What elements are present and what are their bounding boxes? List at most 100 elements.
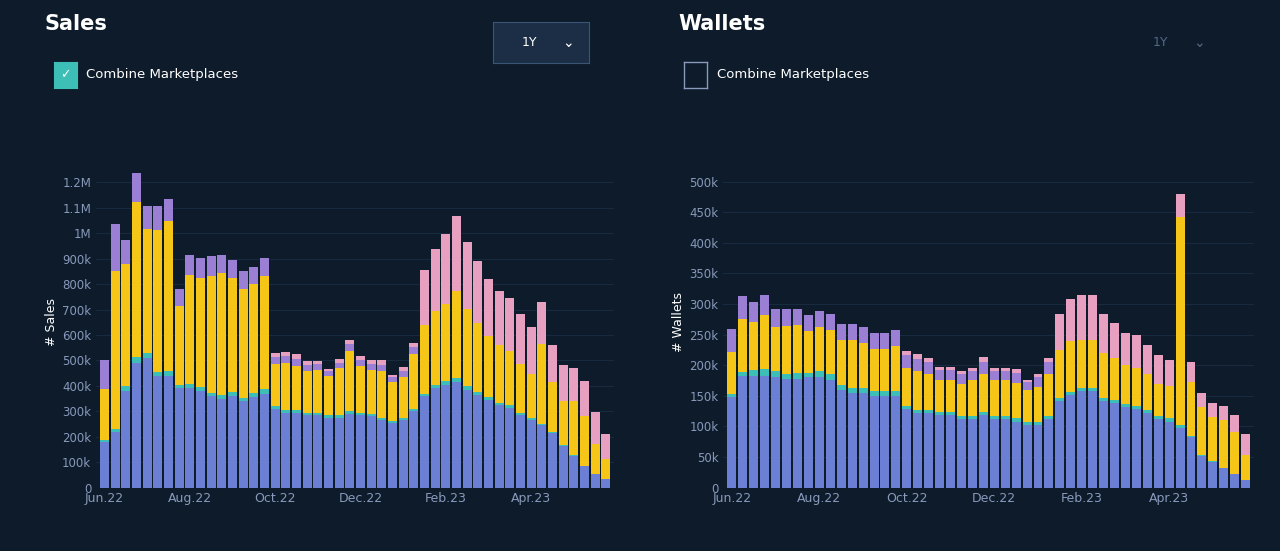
Bar (271, 353, 279, 357)
Bar (760, 315, 769, 369)
Bar (516, 364, 525, 413)
Bar (1175, 428, 1184, 488)
Bar (570, 368, 579, 401)
Bar (495, 405, 503, 488)
Bar (516, 415, 525, 488)
Bar (143, 353, 151, 358)
Bar (122, 264, 131, 386)
Bar (913, 371, 922, 410)
Bar (196, 258, 205, 278)
Bar (979, 412, 988, 415)
Bar (837, 324, 846, 340)
Bar (739, 319, 748, 372)
Bar (1153, 416, 1162, 419)
Bar (570, 456, 579, 488)
Bar (936, 367, 945, 370)
Bar (1088, 340, 1097, 388)
Bar (228, 396, 237, 488)
Bar (989, 371, 998, 381)
Bar (388, 375, 397, 377)
Bar (957, 374, 966, 383)
Bar (1187, 382, 1196, 436)
Bar (869, 396, 878, 488)
Bar (727, 397, 736, 488)
Bar (495, 345, 503, 403)
Bar (431, 249, 439, 311)
Bar (815, 377, 824, 488)
Bar (335, 415, 343, 418)
Bar (1220, 406, 1229, 420)
Bar (538, 344, 547, 424)
Bar (859, 327, 868, 343)
Bar (1198, 455, 1207, 456)
Bar (346, 411, 355, 414)
Bar (452, 216, 461, 291)
Bar (869, 349, 878, 391)
Bar (292, 413, 301, 488)
Bar (570, 401, 579, 456)
Bar (1056, 398, 1065, 401)
Bar (271, 364, 279, 406)
Bar (936, 370, 945, 380)
Bar (881, 391, 890, 396)
Bar (452, 291, 461, 377)
Bar (442, 304, 451, 381)
Bar (946, 412, 955, 415)
Bar (303, 413, 311, 415)
Bar (749, 370, 758, 376)
Bar (1023, 380, 1032, 382)
Bar (794, 309, 803, 325)
Bar (410, 354, 419, 409)
Bar (602, 459, 611, 479)
Bar (1033, 377, 1042, 387)
Bar (239, 398, 247, 401)
Bar (314, 361, 323, 364)
Bar (1230, 415, 1239, 433)
Bar (1066, 341, 1075, 392)
Bar (1121, 407, 1130, 488)
Bar (314, 364, 323, 370)
Bar (1208, 461, 1217, 462)
Bar (1033, 387, 1042, 422)
Bar (591, 444, 599, 473)
Bar (826, 381, 835, 488)
Bar (1033, 374, 1042, 377)
Bar (559, 365, 567, 401)
Bar (1143, 413, 1152, 488)
Bar (1056, 350, 1065, 398)
Bar (902, 351, 911, 355)
Bar (154, 376, 163, 488)
Bar (474, 395, 483, 488)
Bar (760, 376, 769, 488)
Bar (1044, 416, 1053, 419)
Bar (218, 255, 227, 273)
Bar (378, 360, 387, 365)
Bar (815, 371, 824, 377)
Bar (989, 416, 998, 419)
Bar (111, 429, 119, 431)
Bar (727, 394, 736, 397)
Bar (559, 401, 567, 445)
Bar (335, 418, 343, 488)
Bar (122, 240, 131, 264)
Bar (175, 385, 183, 388)
Bar (516, 413, 525, 415)
Bar (346, 414, 355, 488)
Bar (132, 358, 141, 363)
Bar (1011, 373, 1020, 383)
Bar (292, 410, 301, 413)
Text: ✓: ✓ (60, 68, 70, 82)
Bar (749, 322, 758, 370)
Bar (356, 413, 365, 415)
Bar (902, 368, 911, 406)
Bar (303, 371, 311, 413)
Bar (924, 374, 933, 410)
Bar (1121, 404, 1130, 407)
Bar (1187, 361, 1196, 382)
Bar (228, 392, 237, 396)
Bar (303, 361, 311, 365)
Bar (132, 173, 141, 202)
Bar (367, 370, 375, 414)
Bar (207, 396, 215, 488)
Bar (324, 369, 333, 371)
